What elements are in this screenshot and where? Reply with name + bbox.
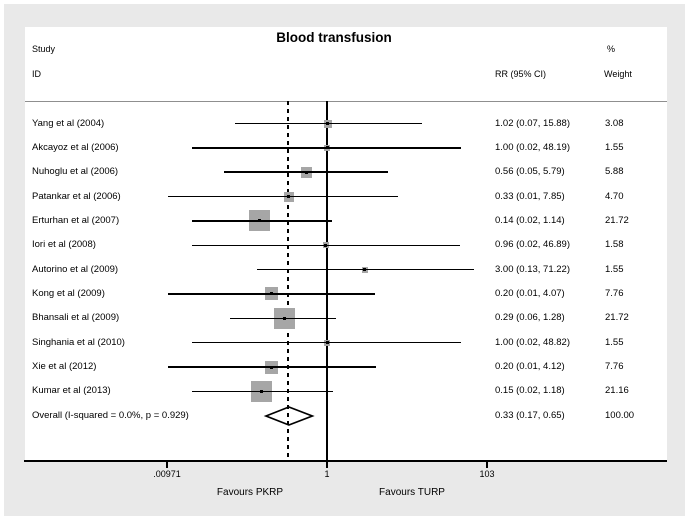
point-estimate-dot xyxy=(282,316,286,320)
weight-value: 1.55 xyxy=(605,336,624,348)
header-study: Study xyxy=(32,44,56,54)
point-estimate-dot xyxy=(287,195,291,199)
weight-value: 4.70 xyxy=(605,190,624,202)
weight-value: 7.76 xyxy=(605,287,624,299)
study-label: Patankar et al (2006) xyxy=(32,190,121,202)
rr-ci-value: 0.20 (0.01, 4.12) xyxy=(495,361,565,372)
overall-diamond xyxy=(263,405,315,426)
weight-value: 21.72 xyxy=(605,214,629,226)
rr-ci-value: 3.00 (0.13, 71.22) xyxy=(495,263,570,275)
x-axis-tick-label: .00971 xyxy=(153,469,181,479)
x-axis-tick-label: 1 xyxy=(324,469,330,479)
point-estimate-dot xyxy=(257,219,261,223)
rr-ci-value: 1.00 (0.02, 48.82) xyxy=(495,336,570,348)
rr-ci-value: 0.29 (0.06, 1.28) xyxy=(495,312,565,324)
rr-ci-value: 0.15 (0.02, 1.18) xyxy=(495,385,565,397)
page-title: Blood transfusion xyxy=(276,30,392,45)
weight-value: 1.55 xyxy=(605,263,624,275)
overall-weight-value: 100.00 xyxy=(605,409,635,421)
plot-panel xyxy=(25,27,667,461)
header-id: ID xyxy=(32,69,41,79)
weight-value: 1.55 xyxy=(605,141,624,153)
study-label: Akcayoz et al (2006) xyxy=(32,141,119,153)
study-label: Kumar et al (2013) xyxy=(32,385,111,397)
ci-line xyxy=(229,317,336,320)
rr-ci-value: 0.33 (0.01, 7.85) xyxy=(495,190,565,202)
overall-estimate-dashed-line xyxy=(287,101,289,461)
point-estimate-dot xyxy=(325,146,329,150)
study-label: Erturhan et al (2007) xyxy=(32,214,120,226)
x-axis-line xyxy=(24,460,667,462)
study-label: Yang et al (2004) xyxy=(32,117,105,129)
rr-ci-value: 0.20 (0.01, 4.07) xyxy=(495,287,565,299)
study-label: Iori et al (2008) xyxy=(32,239,96,251)
point-estimate-dot xyxy=(324,243,328,247)
weight-value: 21.16 xyxy=(605,385,629,397)
header-divider-line xyxy=(25,101,667,102)
weight-value: 5.88 xyxy=(605,166,624,178)
point-estimate-dot xyxy=(269,292,273,296)
study-label: Singhania et al (2010) xyxy=(32,336,125,348)
point-estimate-dot xyxy=(259,389,263,393)
study-label: Nuhoglu et al (2006) xyxy=(32,166,119,178)
point-estimate-dot xyxy=(269,365,273,369)
header-weight: Weight xyxy=(604,69,632,79)
rr-ci-value: 0.56 (0.05, 5.79) xyxy=(495,166,565,178)
rr-ci-value: 1.00 (0.02, 48.19) xyxy=(495,141,570,153)
point-estimate-dot xyxy=(325,341,329,345)
ci-line xyxy=(168,195,399,198)
study-label: Bhansali et al (2009) xyxy=(32,312,120,324)
ci-line xyxy=(191,220,332,222)
weight-value: 21.72 xyxy=(605,312,629,324)
x-axis-tick xyxy=(486,462,488,468)
point-estimate-dot xyxy=(305,170,309,174)
weight-value: 3.08 xyxy=(605,117,624,129)
weight-value: 7.76 xyxy=(605,361,624,372)
overall-rr-ci-value: 0.33 (0.17, 0.65) xyxy=(495,409,565,421)
study-label: Kong et al (2009) xyxy=(32,287,105,299)
x-axis-tick xyxy=(326,462,328,468)
weight-value: 1.58 xyxy=(605,239,624,251)
point-estimate-dot xyxy=(326,122,330,125)
null-effect-line xyxy=(326,101,328,461)
rr-ci-value: 0.96 (0.02, 46.89) xyxy=(495,239,570,251)
study-label: Autorino et al (2009) xyxy=(32,263,119,275)
rr-ci-value: 0.14 (0.02, 1.14) xyxy=(495,214,565,226)
header-percent: % xyxy=(607,44,616,54)
x-axis-tick xyxy=(166,462,168,468)
overall-label: Overall (I-squared = 0.0%, p = 0.929) xyxy=(32,409,189,421)
header-rr-ci: RR (95% CI) xyxy=(495,69,547,79)
favours-left-label: Favours PKRP xyxy=(216,487,284,498)
rr-ci-value: 1.02 (0.07, 15.88) xyxy=(495,117,570,129)
point-estimate-dot xyxy=(363,268,367,272)
study-label: Xie et al (2012) xyxy=(32,361,97,372)
favours-right-label: Favours TURP xyxy=(379,487,445,498)
x-axis-tick-label: 103 xyxy=(479,469,495,479)
